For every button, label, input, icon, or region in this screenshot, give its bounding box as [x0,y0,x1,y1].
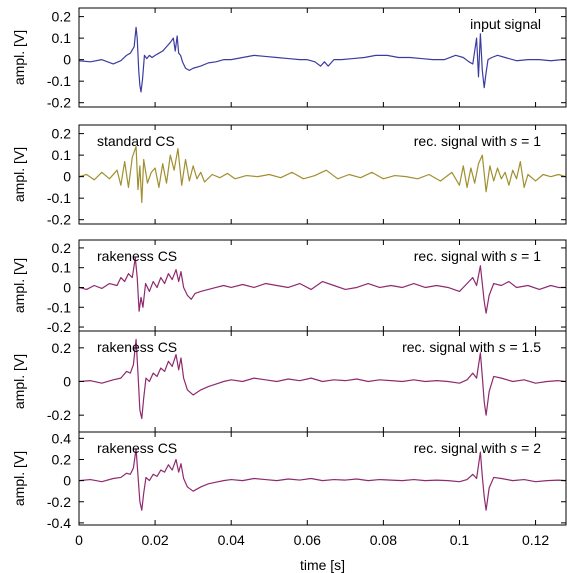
series-line [78,26,566,93]
x-tick-label: 0.04 [218,532,245,548]
x-tick-label: 0.1 [450,532,470,548]
y-tick-label: -0.1 [47,190,71,206]
y-tick-label: 0.4 [52,430,72,446]
panel-label: rakeness CS [97,440,177,456]
y-tick-label: 0.2 [52,340,72,356]
panel-4: -0.2 0 0.2 ampl. [V] rakeness CS rec. signal … [11,330,567,433]
panel-label: standard CS [97,133,175,149]
y-tick-label: -0.4 [47,515,71,531]
caption-text: input signal [470,16,541,32]
caption-value: = 1 [517,133,541,149]
x-tick-label: 0.08 [370,532,397,548]
y-tick-label: -0.2 [47,494,71,510]
caption-variable: s [499,339,506,355]
panel-label: rakeness CS [97,339,177,355]
y-axis-label: ampl. [V] [11,354,27,409]
series-line [78,448,567,511]
y-axis-label: ampl. [V] [11,147,27,202]
caption-variable: s [510,248,517,264]
y-tick-label: 0 [63,374,71,390]
caption-variable: s [510,440,517,456]
caption-value: = 1.5 [506,339,542,355]
caption-variable: s [510,133,517,149]
y-tick-label: 0.1 [52,147,72,163]
plot-frame [78,124,567,225]
panel-label: rakeness CS [97,248,177,264]
y-tick-label: -0.2 [47,407,71,423]
caption-text: rec. signal with [414,440,510,456]
y-tick-label: 0 [63,279,71,295]
y-axis-label: ampl. [V] [11,30,27,85]
series-line [78,145,567,204]
x-tick-label: 0.12 [522,532,549,548]
caption-value: = 2 [517,440,541,456]
panel-2: -0.2 -0.1 0 0.1 0.2 ampl. [V] standard CS rec. … [11,124,567,228]
y-axis-label: ampl. [V] [11,451,27,506]
panel-caption: rec. signal with s = 1 [414,133,541,149]
panel-1: -0.2 -0.1 0 0.1 0.2 ampl. [V] input signal [11,7,567,111]
series-line [78,338,567,420]
panel-3: -0.2 -0.1 0 0.1 0.2 ampl. [V] rakeness CS rec. … [11,239,567,335]
y-tick-label: -0.1 [47,299,71,315]
y-tick-label: -0.2 [47,212,71,228]
x-tick-label: 0 [75,532,83,548]
caption-value: = 1 [517,248,541,264]
y-tick-label: 0 [63,169,71,185]
plot-frame [78,431,567,526]
x-tick-label: 0.06 [294,532,321,548]
x-tick-label: 0.02 [141,532,168,548]
y-tick-label: 0 [63,473,71,489]
y-tick-label: 0.2 [52,9,72,25]
panel-caption: input signal [470,16,541,32]
series-line [78,257,566,314]
y-tick-label: -0.2 [47,95,71,111]
caption-text: rec. signal with [402,339,498,355]
y-axis-label: ampl. [V] [11,258,27,313]
y-tick-label: -0.1 [47,73,71,89]
y-tick-label: 0.1 [52,30,72,46]
y-tick-label: 0.2 [52,240,72,256]
y-tick-label: 0 [63,52,71,68]
panel-caption: rec. signal with s = 1 [414,248,541,264]
y-tick-label: 0.1 [52,260,72,276]
panel-caption: rec. signal with s = 2 [414,440,541,456]
panel-5: -0.4 -0.2 0 0.2 0.4 0 0.02 0.04 0.06 0.08 0.1 0.12 a… [11,430,567,548]
plot-frame [78,7,567,108]
y-tick-label: 0.2 [52,451,72,467]
y-tick-label: -0.2 [47,319,71,335]
y-tick-label: 0.2 [52,126,72,142]
caption-text: rec. signal with [414,133,510,149]
caption-text: rec. signal with [414,248,510,264]
panel-caption: rec. signal with s = 1.5 [402,339,541,355]
x-axis-label: time [s] [300,557,345,573]
